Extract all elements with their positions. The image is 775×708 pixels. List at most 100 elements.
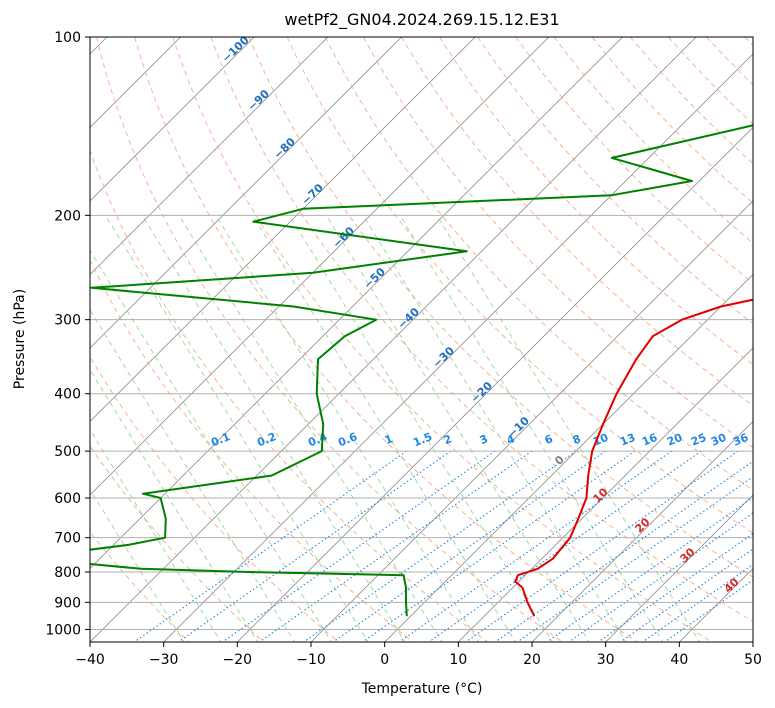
skewed-isotherm bbox=[90, 37, 329, 275]
skewed-isotherm bbox=[605, 494, 753, 642]
dry-adiabat bbox=[134, 37, 638, 642]
mixing-ratio-label: 0.6 bbox=[336, 430, 359, 449]
moist-adiabat bbox=[106, 218, 369, 642]
mixing-ratio-line bbox=[597, 532, 753, 642]
moist-adiabat bbox=[438, 218, 701, 642]
mixing-ratio-label: 3 bbox=[478, 432, 490, 447]
dry-adiabat bbox=[629, 37, 753, 165]
y-axis-label: Pressure (hPa) bbox=[12, 289, 28, 389]
moist-adiabat bbox=[90, 488, 185, 642]
dry-adiabat bbox=[90, 355, 339, 642]
moist-adiabat bbox=[254, 218, 516, 642]
mixing-ratio-line bbox=[568, 512, 753, 642]
isotherm-label: −80 bbox=[271, 135, 298, 162]
isotherm-label: 40 bbox=[722, 575, 742, 595]
dry-adiabat bbox=[439, 37, 753, 366]
dry-adiabat bbox=[96, 37, 563, 642]
mixing-ratio-line bbox=[428, 450, 702, 642]
mixing-ratio-line bbox=[465, 450, 739, 642]
y-tick-label: 500 bbox=[54, 444, 81, 460]
skewed-isotherm bbox=[237, 126, 753, 642]
mixing-ratio-line bbox=[133, 450, 407, 642]
skewed-isotherm bbox=[90, 37, 402, 349]
mixing-ratio-label: 16 bbox=[640, 431, 659, 449]
dry-adiabat bbox=[210, 37, 753, 623]
dry-adiabat bbox=[744, 37, 753, 47]
mixing-ratio-label: 25 bbox=[689, 431, 708, 449]
moist-adiabat bbox=[180, 218, 443, 642]
y-tick-label: 400 bbox=[54, 387, 81, 403]
skewed-isotherm bbox=[90, 37, 623, 570]
y-tick-label: 600 bbox=[54, 491, 81, 507]
skewed-isotherm bbox=[90, 37, 550, 496]
x-tick-label: 30 bbox=[597, 652, 615, 668]
moist-adiabat bbox=[364, 218, 627, 642]
dry-adiabat bbox=[172, 37, 712, 642]
isotherm-label: −90 bbox=[245, 87, 272, 114]
x-tick-label: 20 bbox=[523, 652, 541, 668]
temperature-profile-line bbox=[514, 298, 753, 617]
mixing-ratio-line bbox=[620, 548, 753, 642]
mixing-ratio-line bbox=[362, 450, 636, 642]
mixing-ratio-line bbox=[259, 450, 533, 642]
mixing-ratio-label: 1.5 bbox=[411, 430, 434, 449]
moist-adiabat bbox=[290, 218, 553, 642]
dry-adiabat bbox=[591, 37, 753, 204]
skewed-isotherm bbox=[163, 53, 753, 642]
mixing-ratio-line bbox=[664, 579, 753, 642]
skewed-isotherm bbox=[90, 37, 476, 423]
mixing-ratio-label: 8 bbox=[571, 432, 583, 447]
y-tick-label: 700 bbox=[54, 531, 81, 547]
isotherm-label: 10 bbox=[591, 485, 611, 505]
skewed-isotherm bbox=[531, 420, 753, 642]
skewed-isotherm bbox=[458, 347, 753, 642]
moist-adiabat bbox=[143, 218, 406, 642]
x-tick-label: −30 bbox=[149, 652, 179, 668]
mixing-ratio-line bbox=[178, 450, 452, 642]
isotherm-label: −70 bbox=[299, 181, 326, 208]
pressure-gridlines bbox=[90, 36, 753, 630]
moist-adiabat bbox=[90, 249, 332, 642]
skewed-isotherm bbox=[310, 200, 753, 642]
chart-title: wetPf2_GN04.2024.269.15.12.E31 bbox=[284, 10, 559, 30]
mixing-ratio-line bbox=[303, 450, 577, 642]
mixing-ratio-line bbox=[399, 450, 673, 642]
mixing-ratio-line bbox=[546, 496, 753, 642]
y-tick-label: 1000 bbox=[45, 622, 81, 638]
isotherm-label: −20 bbox=[468, 379, 495, 406]
isotherm-label: 20 bbox=[633, 515, 653, 535]
moist-adiabat bbox=[217, 218, 480, 642]
isotherm-label: −30 bbox=[430, 344, 457, 371]
dry-adiabat bbox=[515, 37, 753, 284]
mixing-ratio-line bbox=[494, 460, 753, 642]
x-tick-label: 40 bbox=[670, 652, 688, 668]
mixing-ratio-label: 36 bbox=[731, 431, 750, 449]
x-tick-label: −20 bbox=[223, 652, 253, 668]
mixing-ratio-line bbox=[516, 476, 753, 642]
mixing-ratio-label: 0.1 bbox=[209, 430, 232, 449]
dry-adiabat bbox=[401, 37, 753, 407]
mixing-ratio-line bbox=[332, 450, 606, 642]
x-axis-ticks: −40 −30 −20 −10 0 10 20 30 40 50 bbox=[75, 642, 762, 668]
dry-adiabat bbox=[90, 445, 264, 642]
background-lines bbox=[90, 37, 753, 642]
moist-adiabat bbox=[327, 218, 590, 642]
y-tick-label: 200 bbox=[54, 208, 81, 224]
skewed-isotherm bbox=[90, 37, 697, 642]
moist-adiabat bbox=[401, 218, 664, 642]
mixing-ratio-line bbox=[642, 563, 753, 642]
dry-adiabat bbox=[362, 37, 753, 449]
mixing-ratio-label: 13 bbox=[618, 431, 637, 449]
isotherm-label: −50 bbox=[361, 265, 388, 292]
y-axis-ticks: 100 200 300 400 500 600 700 800 900 1000 bbox=[45, 30, 90, 638]
y-tick-label: 900 bbox=[54, 595, 81, 611]
x-tick-label: −40 bbox=[75, 652, 105, 668]
mixing-ratio-label: 20 bbox=[665, 431, 684, 449]
mixing-ratio-label: 30 bbox=[709, 431, 728, 449]
dry-adiabat bbox=[90, 259, 414, 642]
x-tick-label: 10 bbox=[449, 652, 467, 668]
y-tick-label: 100 bbox=[54, 30, 81, 46]
mixing-ratio-label: 2 bbox=[442, 432, 454, 447]
mixing-ratio-label: 6 bbox=[543, 432, 555, 447]
